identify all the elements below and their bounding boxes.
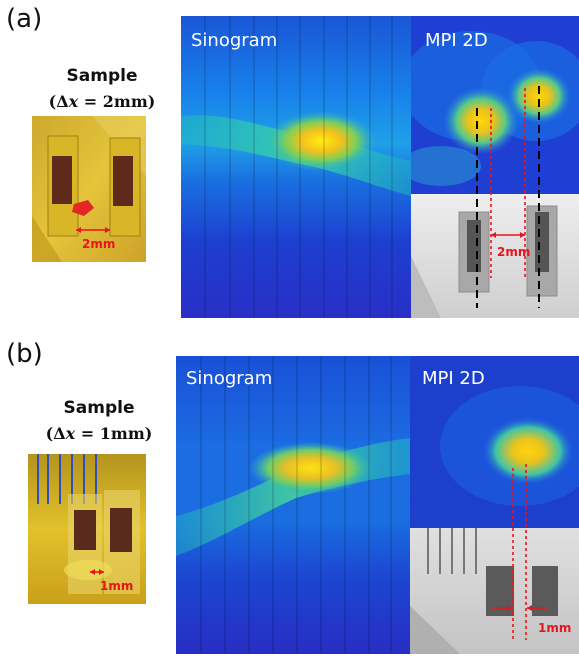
panel-b-sample-photo: 1mm [28,454,146,604]
panel-b-mpi-image: 1mm MPI 2D [410,356,579,654]
panel-b-mpi-label: MPI 2D [422,368,485,389]
panel-a-mpi-image: 2mm MPI 2D [411,16,579,318]
panel-b-sample-param: (Δx = 1mm) [45,424,153,443]
panel-a-sample-photo: 2mm [32,116,146,262]
panel-b-sinogram-label: Sinogram [186,368,273,389]
panel-b-sample-title: Sample [63,398,135,418]
panel-b-mpi-gap-label: 1mm [538,621,571,635]
panel-b-sinogram: Sinogram [176,356,410,654]
panel-a-mpi-gap-label: 2mm [497,245,530,259]
panel-a-sinogram-label: Sinogram [191,30,278,51]
panel-a-sinogram: Sinogram [181,16,411,318]
panel-a-sample-title: Sample [66,66,138,86]
panel-a-sample-param: (Δx = 2mm) [48,92,156,111]
panel-b-photo-gap-label: 1mm [100,579,133,593]
panel-a-letter: (a) [6,4,43,34]
panel-b-letter: (b) [6,339,43,369]
panel-a-photo-gap-label: 2mm [82,237,115,251]
panel-a-mpi-label: MPI 2D [425,30,488,51]
